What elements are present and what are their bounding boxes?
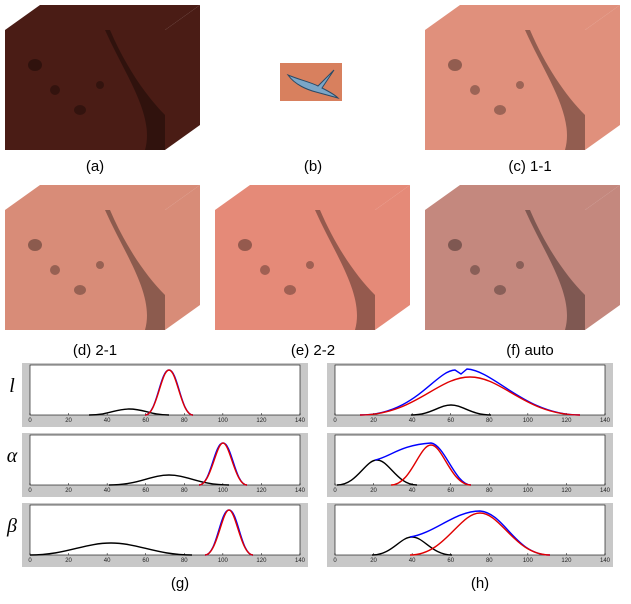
x-tick-label: 60 xyxy=(447,488,454,494)
x-tick-label: 120 xyxy=(256,488,267,494)
x-tick-label: 100 xyxy=(523,488,534,494)
x-tick-label: 80 xyxy=(486,488,493,494)
texture-patch xyxy=(280,63,342,101)
x-tick-label: 40 xyxy=(104,558,111,564)
x-tick-label: 60 xyxy=(142,558,149,564)
caption: (e) 2-2 xyxy=(291,342,335,359)
x-tick-label: 100 xyxy=(523,558,534,564)
x-tick-label: 100 xyxy=(218,418,229,424)
x-tick-label: 80 xyxy=(181,418,188,424)
x-tick-label: 80 xyxy=(181,558,188,564)
x-tick-label: 140 xyxy=(295,488,306,494)
x-tick-label: 120 xyxy=(256,558,267,564)
caption: (d) 2-1 xyxy=(73,342,117,359)
cube-image xyxy=(425,185,620,330)
x-tick-label: 80 xyxy=(486,558,493,564)
caption: (a) xyxy=(86,158,104,175)
x-tick-label: 20 xyxy=(65,558,72,564)
cube-image xyxy=(425,5,620,150)
x-tick-label: 60 xyxy=(447,418,454,424)
x-tick-label: 60 xyxy=(142,418,149,424)
caption: (h) xyxy=(471,575,489,592)
plot-area xyxy=(30,505,300,555)
x-tick-label: 140 xyxy=(295,418,306,424)
plot-area xyxy=(335,365,605,415)
x-tick-label: 20 xyxy=(370,418,377,424)
figure: (a) (b) (c) 1-1 (d) 2-1 (e) 2-2 (f) auto… xyxy=(0,0,631,604)
x-tick-label: 80 xyxy=(181,488,188,494)
x-tick-label: 120 xyxy=(256,418,267,424)
x-tick-label: 40 xyxy=(409,558,416,564)
x-tick-label: 60 xyxy=(447,558,454,564)
x-tick-label: 140 xyxy=(295,558,306,564)
cube-image xyxy=(5,185,200,330)
x-tick-label: 40 xyxy=(104,418,111,424)
x-tick-label: 20 xyxy=(65,418,72,424)
row-label: β xyxy=(6,515,17,537)
x-tick-label: 80 xyxy=(486,418,493,424)
x-tick-label: 100 xyxy=(218,558,229,564)
x-tick-label: 100 xyxy=(523,418,534,424)
x-tick-label: 20 xyxy=(370,488,377,494)
cube-image xyxy=(5,5,200,150)
caption: (c) 1-1 xyxy=(508,158,551,175)
x-tick-label: 40 xyxy=(409,488,416,494)
caption: (g) xyxy=(171,575,189,592)
x-tick-label: 140 xyxy=(600,418,611,424)
row-label: α xyxy=(7,445,18,467)
caption: (f) auto xyxy=(506,342,554,359)
x-tick-label: 40 xyxy=(104,488,111,494)
row-label: l xyxy=(9,375,15,397)
x-tick-label: 100 xyxy=(218,488,229,494)
x-tick-label: 60 xyxy=(142,488,149,494)
caption: (b) xyxy=(304,158,322,175)
x-tick-label: 20 xyxy=(65,488,72,494)
x-tick-label: 140 xyxy=(600,488,611,494)
x-tick-label: 140 xyxy=(600,558,611,564)
x-tick-label: 20 xyxy=(370,558,377,564)
cube-image xyxy=(215,185,410,330)
plot-area xyxy=(30,435,300,485)
x-tick-label: 120 xyxy=(561,558,572,564)
x-tick-label: 120 xyxy=(561,488,572,494)
x-tick-label: 120 xyxy=(561,418,572,424)
x-tick-label: 40 xyxy=(409,418,416,424)
